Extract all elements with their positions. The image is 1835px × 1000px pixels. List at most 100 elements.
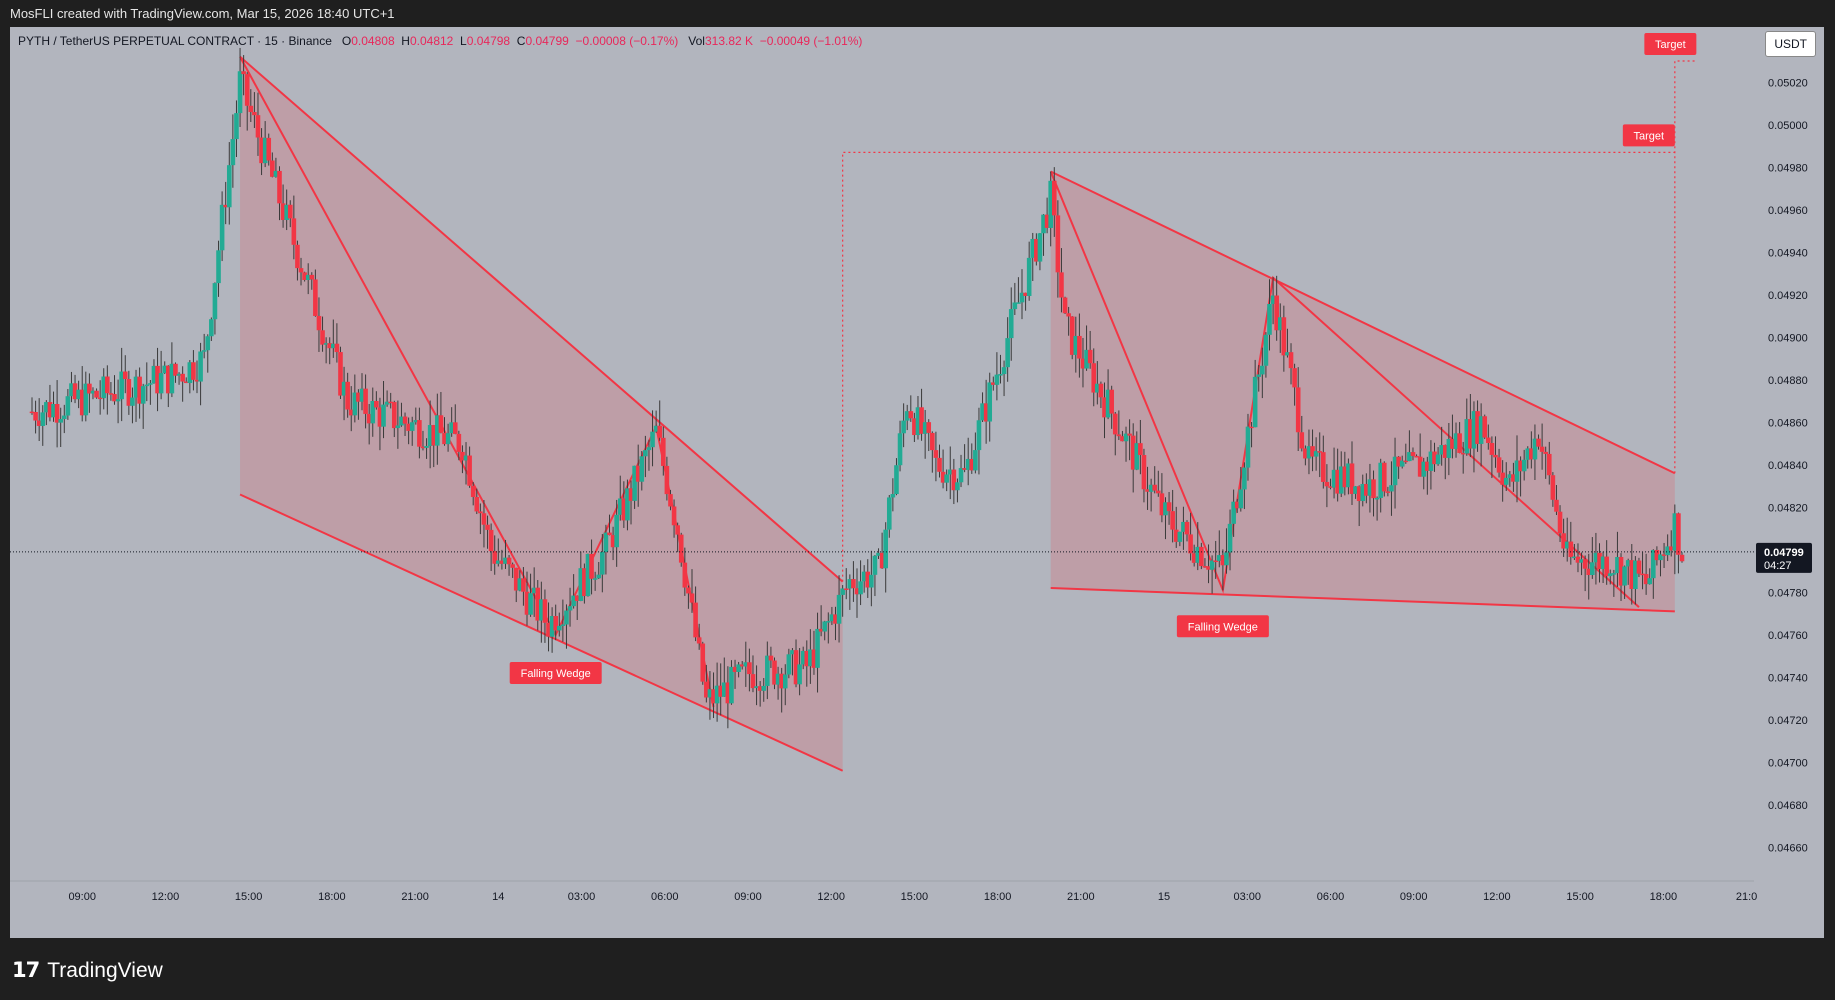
candle-body <box>1625 560 1631 567</box>
candle-body <box>388 401 393 404</box>
candle-body <box>348 409 354 416</box>
candle-body <box>757 686 763 691</box>
candle-body <box>1202 566 1208 568</box>
candle-body <box>183 381 189 384</box>
candle-body <box>1604 556 1609 577</box>
candle-body <box>187 362 193 384</box>
candle-body <box>908 411 914 419</box>
candle-body <box>1381 462 1387 492</box>
candle-body <box>1267 303 1272 335</box>
candle-body <box>295 244 300 269</box>
candle-body <box>255 115 261 138</box>
candle-body <box>865 571 871 588</box>
candle-body <box>725 682 731 704</box>
x-tick-label: 03:00 <box>1233 891 1261 903</box>
candle-body <box>1231 501 1236 524</box>
candle-body <box>1317 451 1323 453</box>
candle-body <box>1041 214 1046 234</box>
candle-body <box>531 587 537 594</box>
tradingview-brand[interactable]: 𝟭𝟳 TradingView <box>12 958 163 983</box>
candle-body <box>1364 483 1369 496</box>
candle-body <box>1270 295 1276 304</box>
y-tick-label: 0.05000 <box>1768 120 1808 132</box>
tradingview-logo-icon: 𝟭𝟳 <box>12 959 40 982</box>
candle-body <box>779 673 784 689</box>
candle-body <box>1493 454 1498 458</box>
candle-body <box>1037 233 1043 262</box>
candle-body <box>148 383 153 385</box>
candle-body <box>219 204 225 251</box>
candle-body <box>721 682 727 697</box>
y-tick-label: 0.04880 <box>1768 375 1808 387</box>
candle-body <box>338 352 343 396</box>
y-tick-label: 0.04820 <box>1768 502 1808 514</box>
candle-body <box>567 606 573 611</box>
candle-body <box>646 447 652 451</box>
price-axis <box>1754 27 1824 938</box>
y-tick-label: 0.04780 <box>1768 587 1808 599</box>
candle-body <box>1227 523 1233 553</box>
candle-body <box>248 105 254 113</box>
candle-body <box>1428 451 1434 471</box>
candle-body <box>510 564 515 568</box>
candle-body <box>1399 460 1405 467</box>
y-tick-label: 0.05020 <box>1768 77 1808 89</box>
candle-body <box>305 274 311 280</box>
candle-body <box>732 666 738 672</box>
candle-body <box>589 553 594 579</box>
candle-body <box>876 552 881 556</box>
candle-body <box>600 551 605 575</box>
candle-body <box>176 373 182 376</box>
candle-body <box>435 415 440 446</box>
candle-body <box>291 218 297 245</box>
candle-body <box>1123 433 1129 442</box>
candle-body <box>1676 513 1681 555</box>
candle-body <box>1442 445 1448 458</box>
candle-body <box>140 386 146 404</box>
candle-body <box>869 574 874 588</box>
candle-body <box>1371 479 1376 499</box>
candle-body <box>628 488 634 501</box>
candle-body <box>542 599 548 623</box>
candle-body <box>736 664 741 672</box>
candle-body <box>1012 302 1018 310</box>
change-value: −0.00008 (−0.17%) <box>575 34 679 48</box>
candle-body <box>1410 452 1416 456</box>
candle-body <box>621 498 627 521</box>
candle-body <box>413 420 419 423</box>
candle-body <box>47 402 53 418</box>
candle-body <box>287 204 293 219</box>
candle-body <box>1622 566 1627 586</box>
currency-button[interactable]: USDT <box>1765 31 1816 57</box>
candle-body <box>1367 479 1373 496</box>
candle-body <box>944 474 949 483</box>
chart-area[interactable]: 0.050400.050200.050000.049800.049600.049… <box>10 27 1824 938</box>
candle-body <box>1607 573 1613 577</box>
candle-body <box>1615 556 1620 574</box>
x-tick-label: 15:00 <box>901 891 929 903</box>
candle-body <box>115 399 121 402</box>
candle-body <box>1557 511 1563 534</box>
candle-body <box>108 393 114 395</box>
symbol-legend: PYTH / TetherUS PERPETUAL CONTRACT · 15 … <box>18 34 862 48</box>
candle-body <box>345 381 350 410</box>
candle-body <box>101 376 107 399</box>
candle-body <box>54 404 60 423</box>
candle-body <box>313 279 318 316</box>
candle-body <box>625 488 630 521</box>
candle-body <box>879 552 885 569</box>
candle-body <box>406 423 411 431</box>
candle-body <box>391 402 397 429</box>
price-chart[interactable]: 0.050400.050200.050000.049800.049600.049… <box>10 27 1824 938</box>
candle-body <box>922 422 928 434</box>
candle-body <box>987 382 993 422</box>
candle-body <box>467 455 472 486</box>
candle-body <box>675 525 680 535</box>
candle-body <box>894 465 899 495</box>
candle-body <box>1507 474 1513 478</box>
candle-body <box>1468 419 1473 449</box>
candle-body <box>61 415 67 420</box>
candle-body <box>122 371 128 380</box>
volume-label: Vol <box>688 34 705 48</box>
candle-body <box>460 451 465 461</box>
